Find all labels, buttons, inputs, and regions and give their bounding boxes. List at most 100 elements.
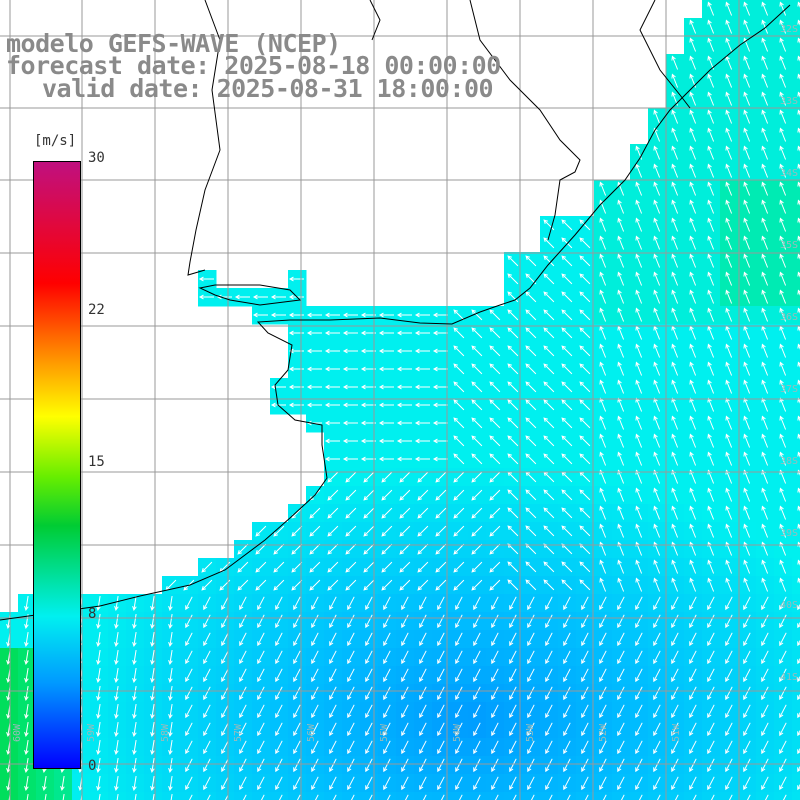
- speed-cell: [792, 774, 800, 793]
- wind-arrow: [710, 794, 715, 800]
- wind-arrow: [743, 505, 751, 520]
- wind-arrow: [543, 327, 555, 339]
- wind-arrow: [489, 363, 501, 375]
- wind-arrow: [599, 632, 607, 647]
- wind-arrow: [561, 489, 573, 501]
- wind-arrow: [653, 289, 661, 304]
- wind-arrow: [237, 543, 249, 555]
- lagoon-shore: [639, 0, 691, 109]
- wind-arrow: [221, 722, 229, 737]
- wind-arrow: [671, 163, 679, 178]
- wind-arrow: [725, 217, 733, 232]
- wind-arrow: [707, 722, 715, 737]
- wind-arrow: [509, 704, 517, 719]
- wind-arrow: [581, 704, 589, 719]
- wind-arrow: [725, 433, 733, 448]
- wind-arrow: [725, 523, 733, 538]
- wind-arrow: [599, 776, 607, 791]
- wind-arrow: [599, 650, 607, 665]
- speed-cell: [342, 792, 361, 800]
- wind-arrow: [563, 740, 571, 755]
- wind-arrow: [617, 614, 625, 629]
- wind-arrow: [635, 289, 643, 304]
- wind-arrow: [327, 561, 339, 573]
- wind-arrow: [561, 399, 573, 411]
- colorbar-tick-30: 30: [88, 150, 105, 166]
- wind-arrow: [635, 668, 643, 683]
- wind-arrow: [270, 294, 286, 300]
- wind-arrow: [476, 794, 481, 800]
- wind-arrow: [378, 420, 394, 426]
- wind-arrow: [779, 199, 787, 214]
- wind-arrow: [489, 435, 501, 447]
- wind-arrow: [599, 289, 607, 304]
- speed-cell: [792, 36, 800, 55]
- speed-cell: [792, 684, 800, 703]
- wind-arrow: [671, 523, 679, 538]
- wind-arrow: [309, 543, 321, 555]
- wind-arrow: [396, 438, 412, 444]
- speed-cell: [792, 756, 800, 775]
- wind-arrow: [707, 433, 715, 448]
- speed-cell: [792, 234, 800, 253]
- wind-arrow: [221, 740, 229, 755]
- wind-arrow: [345, 561, 357, 573]
- wind-arrow: [561, 255, 573, 267]
- wind-arrow: [635, 181, 643, 196]
- wind-arrow: [291, 525, 303, 537]
- wind-arrow: [743, 199, 751, 214]
- wind-arrow: [527, 740, 535, 755]
- wind-arrow: [198, 294, 214, 300]
- wind-arrow: [239, 614, 247, 629]
- wind-arrow: [653, 559, 661, 574]
- wind-arrows: [6, 1, 800, 800]
- wind-arrow: [761, 253, 769, 268]
- wind-arrow: [779, 596, 787, 611]
- wind-arrow: [545, 614, 553, 629]
- wind-arrow: [273, 543, 285, 555]
- wind-arrow: [689, 505, 697, 520]
- wind-arrow: [543, 507, 555, 519]
- wind-arrow: [291, 579, 303, 591]
- wind-arrow: [455, 650, 463, 665]
- wind-arrow: [363, 579, 375, 591]
- wind-arrow: [24, 776, 29, 791]
- wind-arrow: [797, 163, 800, 170]
- wind-arrow: [543, 381, 555, 393]
- wind-arrow: [725, 650, 733, 665]
- wind-arrow: [689, 235, 697, 250]
- wind-arrow: [363, 489, 375, 501]
- wind-arrow: [743, 145, 751, 160]
- wind-arrow: [653, 722, 661, 737]
- wind-arrow: [170, 794, 173, 800]
- wind-arrow: [203, 596, 211, 611]
- wind-arrow: [764, 794, 769, 800]
- wind-arrow: [306, 312, 322, 318]
- wind-arrow: [432, 456, 448, 462]
- wind-arrow: [725, 343, 733, 358]
- speed-cell: [792, 666, 800, 685]
- wind-arrow: [689, 91, 697, 106]
- wind-arrow: [324, 402, 340, 408]
- wind-arrow: [561, 345, 573, 357]
- wind-arrow: [728, 794, 733, 800]
- wind-arrow: [365, 650, 373, 665]
- wind-arrow: [24, 722, 29, 737]
- wind-arrow: [365, 668, 373, 683]
- wind-arrow: [311, 668, 319, 683]
- wind-arrow: [617, 379, 625, 394]
- wind-arrow: [725, 1, 733, 16]
- speed-cell: [792, 0, 800, 19]
- wind-arrow: [545, 632, 553, 647]
- wind-arrow: [383, 596, 391, 611]
- wind-arrow: [24, 704, 29, 719]
- wind-arrow: [617, 758, 625, 773]
- wind-arrow: [671, 181, 679, 196]
- wind-arrow: [779, 235, 787, 250]
- wind-arrow: [168, 758, 173, 773]
- wind-arrow: [797, 37, 800, 44]
- wind-arrow: [206, 794, 211, 800]
- wind-arrow: [489, 525, 501, 537]
